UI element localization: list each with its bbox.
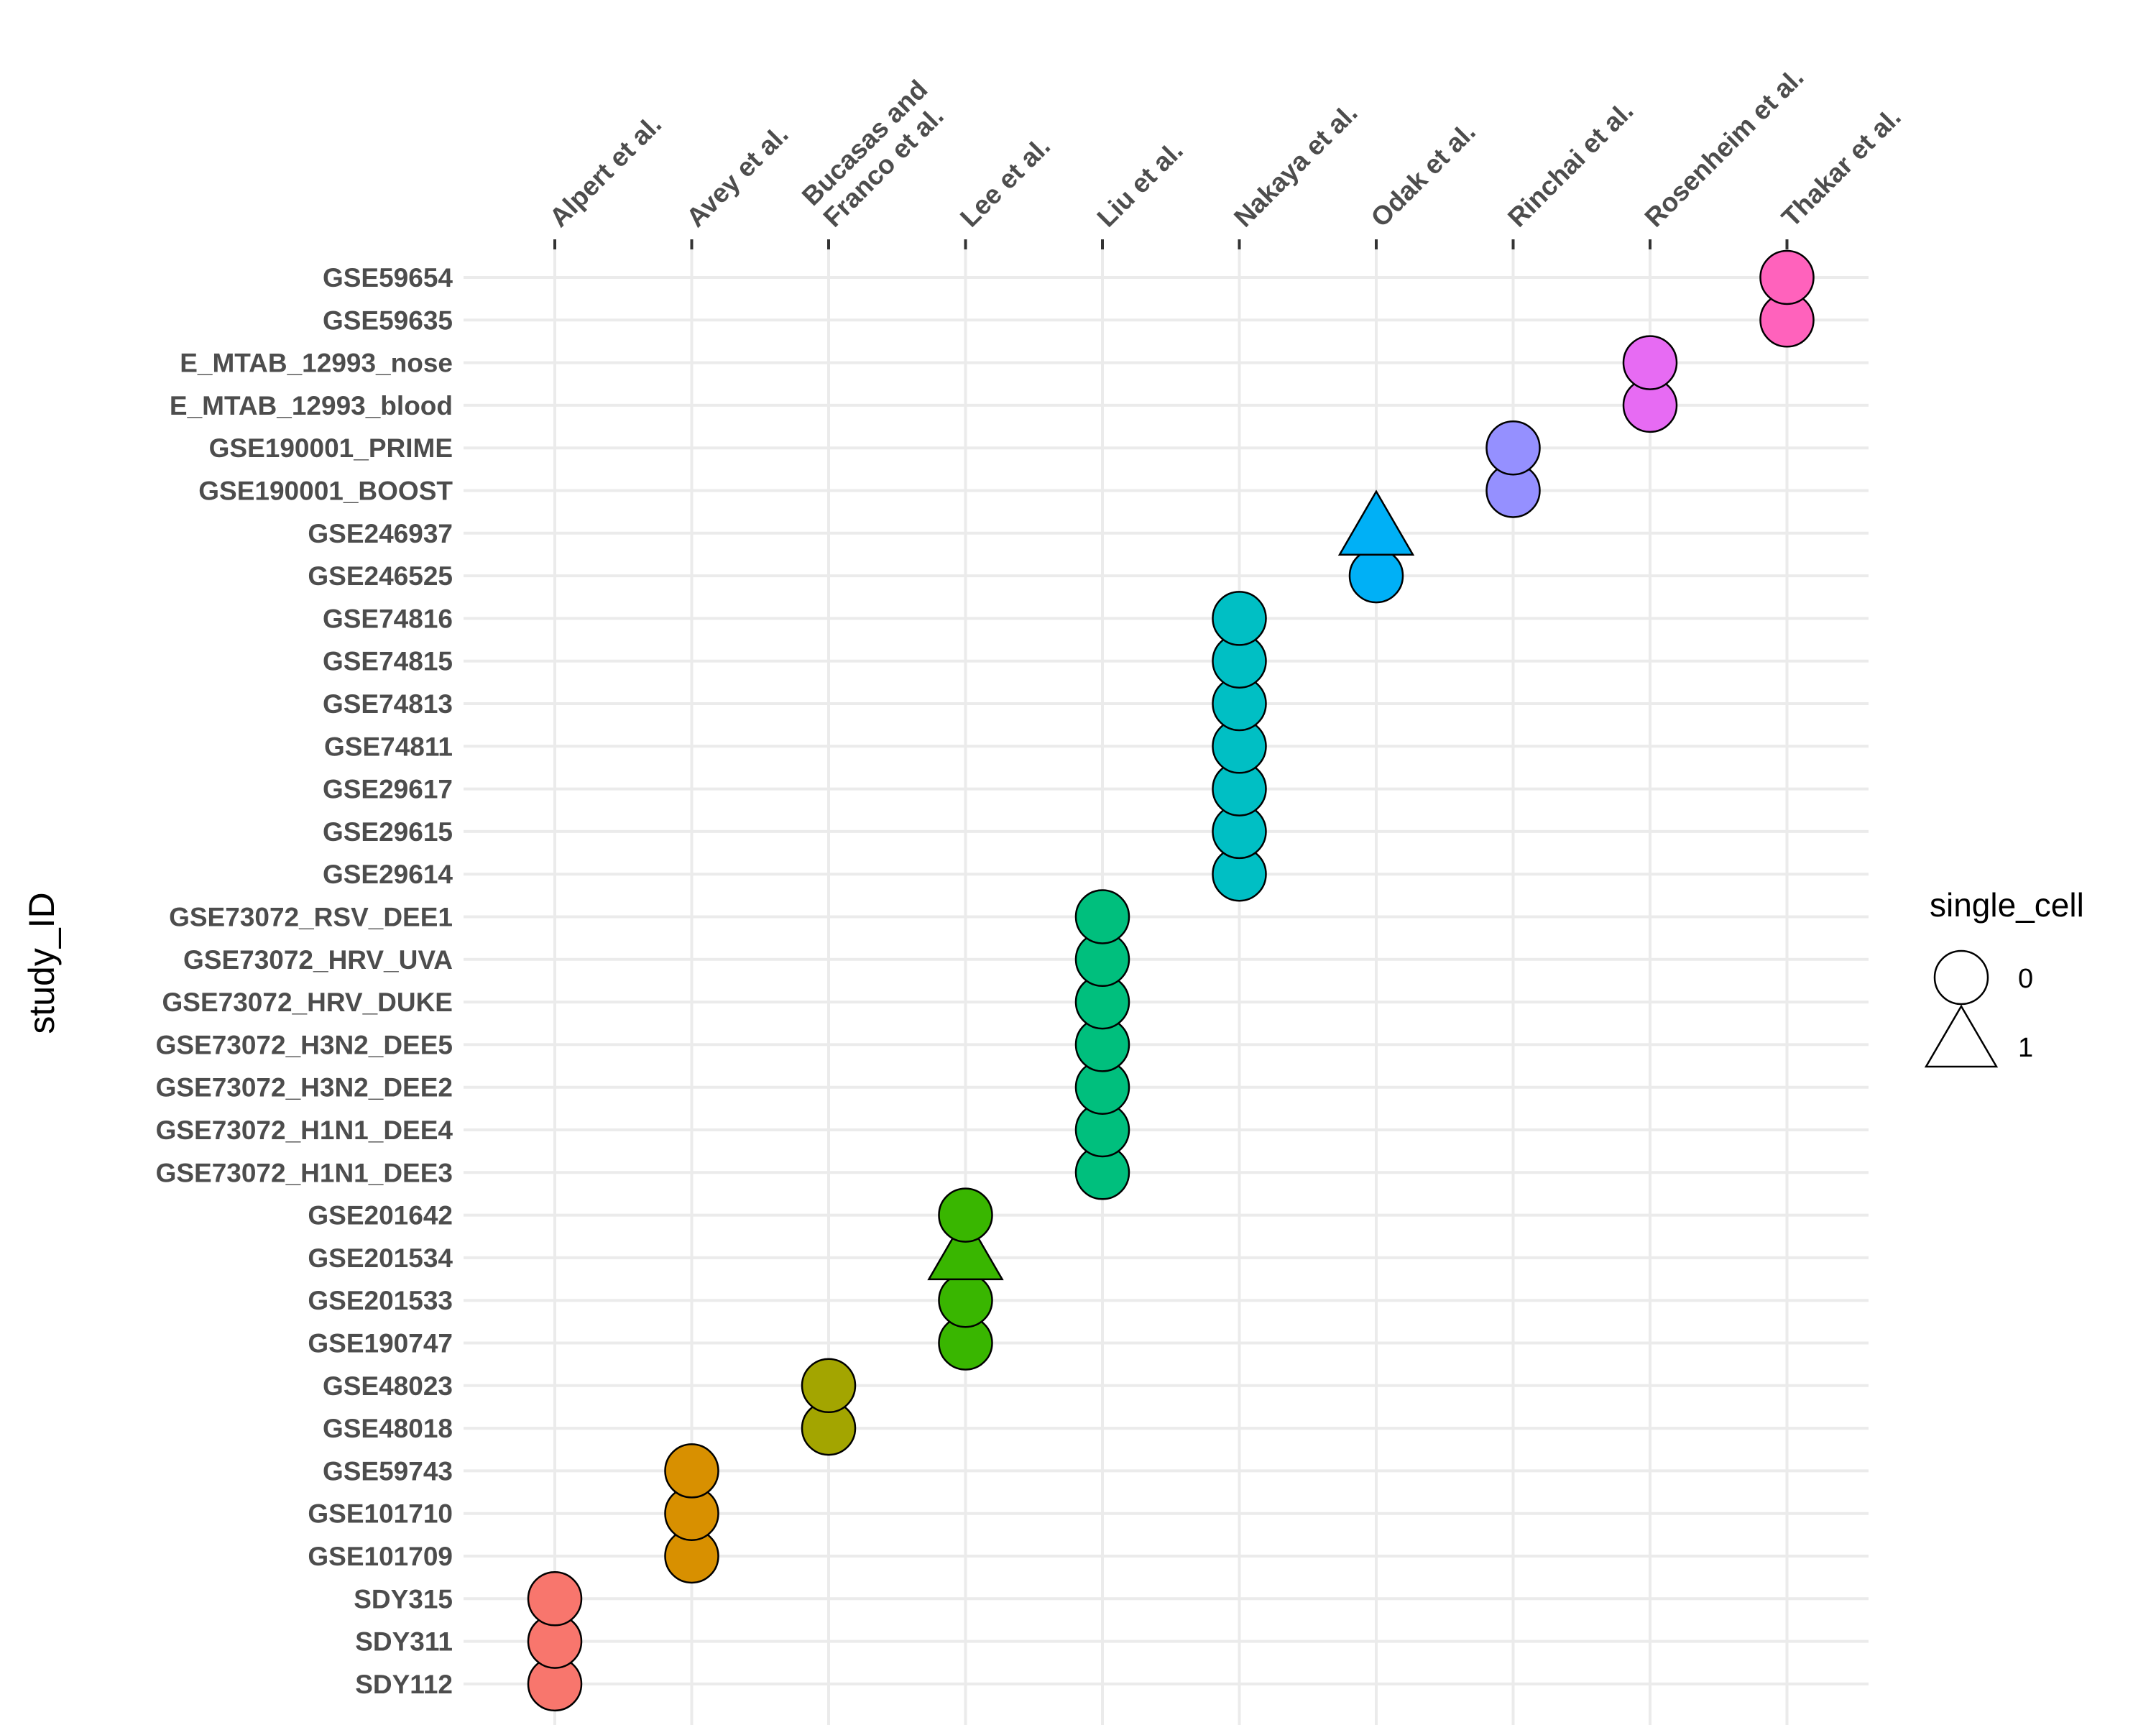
x-tick-label-avey-et-al: Avey et al. — [681, 119, 793, 232]
point-triangle-gse246937 — [1337, 489, 1415, 556]
legend-label-1: 1 — [2018, 1033, 2033, 1063]
x-gridlines — [553, 244, 1789, 1725]
point-gse59654 — [1759, 249, 1815, 305]
point-gse246525 — [1348, 548, 1404, 604]
point-gse201642 — [938, 1187, 993, 1243]
y-tick-label: GSE29617 — [323, 775, 453, 804]
x-tick-label-thakar-et-al: Thakar et al. — [1776, 102, 1907, 233]
y-tick-label: GSE73072_HRV_DUKE — [162, 988, 453, 1017]
y-tick-label: E_MTAB_12993_nose — [180, 349, 453, 378]
y-tick-label: GSE190747 — [308, 1329, 453, 1358]
y-tick-label: GSE73072_H1N1_DEE3 — [156, 1158, 453, 1187]
y-tick-label: GSE190001_BOOST — [198, 477, 453, 506]
y-tick-label: GSE59743 — [323, 1456, 453, 1486]
y-tick-label: GSE74811 — [324, 732, 453, 761]
y-tick-label: GSE190001_PRIME — [209, 433, 453, 463]
data-points — [527, 249, 1815, 1712]
y-tick-label: GSE29614 — [323, 860, 453, 889]
y-axis-ticks: SDY112 SDY311 SDY315 GSE101709 GSE101710 GSE5… — [156, 263, 453, 1699]
y-tick-label: GSE201534 — [308, 1243, 453, 1273]
legend-label-0: 0 — [2018, 964, 2033, 994]
y-axis-title: study_ID — [22, 892, 62, 1034]
x-tick-label-lee-et-al: Lee et al. — [954, 132, 1056, 233]
y-tick-label: GSE73072_H1N1_DEE4 — [156, 1116, 453, 1145]
y-tick-label: GSE48018 — [323, 1414, 453, 1443]
x-tick-label-rinchai-et-al: Rinchai et al. — [1502, 96, 1639, 232]
y-tick-label: SDY315 — [354, 1584, 453, 1614]
y-tick-label: GSE246525 — [308, 561, 453, 591]
y-tick-label: GSE73072_HRV_UVA — [183, 945, 453, 975]
point-gse48023 — [801, 1358, 857, 1414]
point-e-mtab-12993-nose — [1622, 335, 1678, 390]
x-tick-label-odak-et-al: Odak et al. — [1365, 116, 1481, 232]
y-tick-label: E_MTAB_12993_blood — [170, 391, 453, 420]
legend-key-triangle — [1924, 1004, 1999, 1068]
y-tick-label: GSE73072_H3N2_DEE5 — [156, 1030, 453, 1059]
y-tick-label: GSE101710 — [308, 1499, 453, 1529]
y-tick-label: SDY311 — [355, 1627, 453, 1657]
x-tick-label-nakaya-et-al: Nakaya et al. — [1228, 98, 1363, 233]
y-tick-label: GSE201533 — [308, 1286, 453, 1315]
point-gse190001-prime — [1485, 420, 1541, 476]
legend-key-circle — [1933, 949, 1989, 1006]
y-tick-label: GSE74815 — [323, 647, 453, 676]
y-tick-label: GSE59635 — [323, 305, 453, 335]
y-tick-label: GSE74813 — [323, 689, 453, 719]
x-tick-label-alpert-et-al: Alpert et al. — [544, 109, 667, 232]
x-tick-label-liu-et-al: Liu et al. — [1092, 136, 1189, 233]
y-tick-label: GSE101709 — [308, 1542, 453, 1571]
x-axis-ticks: Alpert et al. Avey et al. Bucasas andFranc… — [544, 63, 1907, 249]
point-gse59743 — [664, 1443, 719, 1499]
y-tick-label: GSE73072_RSV_DEE1 — [169, 903, 453, 932]
y-tick-label: GSE59654 — [323, 263, 453, 293]
x-tick-label-bucasas-and-franco-et-al: Bucasas andFranco et al. — [796, 75, 954, 233]
y-tick-label: SDY112 — [355, 1670, 453, 1699]
point-sdy315 — [527, 1571, 583, 1627]
y-tick-label: GSE48023 — [323, 1371, 453, 1401]
point-gse73072-rsv-dee1 — [1074, 889, 1130, 944]
y-tick-label: GSE74816 — [323, 604, 453, 633]
y-tick-label: GSE201642 — [308, 1201, 453, 1230]
y-tick-label: GSE246937 — [308, 519, 453, 548]
point-gse74816 — [1212, 591, 1267, 646]
legend-title: single_cell — [1930, 886, 2084, 924]
legend: single_cell 0 1 — [1924, 886, 2084, 1068]
point-gse201533 — [938, 1272, 993, 1328]
y-gridlines — [464, 276, 1869, 1685]
y-tick-label: GSE29615 — [323, 817, 453, 847]
point-triangle-gse201534 — [927, 1214, 1004, 1281]
y-tick-label: GSE73072_H3N2_DEE2 — [156, 1073, 453, 1103]
